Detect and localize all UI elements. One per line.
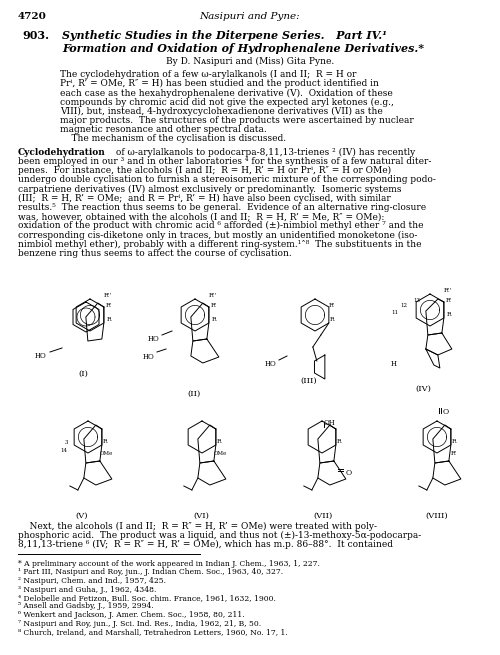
Text: results.⁵  The reaction thus seems to be general.  Evidence of an alternative ri: results.⁵ The reaction thus seems to be …: [18, 203, 426, 212]
Text: R'': R'': [444, 288, 452, 293]
Text: HO: HO: [265, 360, 277, 368]
Text: The cyclodehydration of a few ω-arylalkanols (I and II;  R = H or: The cyclodehydration of a few ω-arylalka…: [60, 70, 356, 79]
Text: OH: OH: [324, 419, 336, 427]
Text: (III;  R = H, R’ = OMe;  and R = Prⁱ, R’ = H) have also been cyclised, with simi: (III; R = H, R’ = OMe; and R = Prⁱ, R’ =…: [18, 194, 391, 203]
Text: O: O: [346, 469, 352, 477]
Text: R'': R'': [209, 293, 217, 298]
Text: ³ Nasipuri and Guha, J., 1962, 4348.: ³ Nasipuri and Guha, J., 1962, 4348.: [18, 586, 156, 593]
Text: 13: 13: [413, 298, 420, 303]
Text: ² Nasipuri, Chem. and Ind., 1957, 425.: ² Nasipuri, Chem. and Ind., 1957, 425.: [18, 577, 166, 585]
Text: R': R': [106, 303, 112, 308]
Text: nimbiol methyl ether), probably with a different ring-system.¹˄⁸  The substituen: nimbiol methyl ether), probably with a d…: [18, 240, 421, 249]
Text: R: R: [330, 317, 334, 322]
Text: 3: 3: [65, 440, 68, 445]
Text: (VI): (VI): [193, 512, 209, 520]
Text: R: R: [337, 439, 342, 444]
Text: ⁶ Wenkert and Jackson, J. Amer. Chem. Soc., 1958, 80, 211.: ⁶ Wenkert and Jackson, J. Amer. Chem. So…: [18, 611, 244, 619]
Text: O: O: [443, 408, 449, 416]
Text: H: H: [391, 360, 397, 368]
Text: ⁸ Church, Ireland, and Marshall, Tetrahedron Letters, 1960, No. 17, 1.: ⁸ Church, Ireland, and Marshall, Tetrahe…: [18, 628, 288, 636]
Text: 4720: 4720: [18, 12, 47, 21]
Text: Next, the alcohols (I and II;  R = R″ = H, R’ = OMe) were treated with poly-: Next, the alcohols (I and II; R = R″ = H…: [18, 522, 377, 531]
Text: * A preliminary account of the work appeared in Indian J. Chem., 1963, 1, 227.: * A preliminary account of the work appe…: [18, 560, 320, 568]
Text: OMe: OMe: [214, 451, 228, 456]
Text: R': R': [211, 303, 218, 308]
Text: of ω-arylalkanols to podocarpa-8,11,13-trienes ² (IV) has recently: of ω-arylalkanols to podocarpa-8,11,13-t…: [113, 147, 415, 157]
Text: Nasipuri and Pyne:: Nasipuri and Pyne:: [200, 12, 300, 21]
Text: R: R: [103, 439, 108, 444]
Text: OMe: OMe: [100, 451, 114, 456]
Text: R': R': [446, 298, 452, 303]
Text: ⁷ Nasipuri and Roy, jun., J. Sci. Ind. Res., India, 1962, 21, B, 50.: ⁷ Nasipuri and Roy, jun., J. Sci. Ind. R…: [18, 620, 261, 627]
Text: been employed in our ³ and in other laboratories ⁴ for the synthesis of a few na: been employed in our ³ and in other labo…: [18, 157, 432, 166]
Text: benzene ring thus seems to affect the course of cyclisation.: benzene ring thus seems to affect the co…: [18, 249, 292, 258]
Text: HO: HO: [148, 335, 160, 343]
Text: Formation and Oxidation of Hydrophenalene Derivatives.*: Formation and Oxidation of Hydrophenalen…: [62, 43, 424, 54]
Text: was, however, obtained with the alcohols (I and II;  R = H, R’ = Me, R″ = OMe):: was, however, obtained with the alcohols…: [18, 212, 384, 221]
Text: carpatriene derivatives (IV) almost exclusively or predominantly.  Isomeric syst: carpatriene derivatives (IV) almost excl…: [18, 185, 402, 193]
Text: (II): (II): [187, 390, 200, 398]
Text: R: R: [447, 312, 452, 317]
Text: 12: 12: [400, 303, 407, 308]
Text: The mechanism of the cyclisation is discussed.: The mechanism of the cyclisation is disc…: [60, 134, 286, 143]
Text: (I): (I): [78, 370, 88, 378]
Text: R': R': [329, 303, 336, 308]
Text: HO: HO: [35, 352, 47, 360]
Text: R'': R'': [104, 293, 112, 298]
Text: phosphoric acid.  The product was a liquid, and thus not (±)-13-methoxy-5α-podoc: phosphoric acid. The product was a liqui…: [18, 531, 421, 540]
Text: VIII), but, instead, 4-hydroxycyclohexadienone derivatives (VII) as the: VIII), but, instead, 4-hydroxycyclohexad…: [60, 107, 383, 116]
Text: 903.: 903.: [22, 30, 49, 41]
Text: major products.  The structures of the products were ascertained by nuclear: major products. The structures of the pr…: [60, 116, 414, 125]
Text: R: R: [452, 439, 456, 444]
Text: oxidation of the product with chromic acid ⁶ afforded (±)-nimbiol methyl ether ⁷: oxidation of the product with chromic ac…: [18, 221, 424, 231]
Text: each case as the hexahydrophenalene derivative (V).  Oxidation of these: each case as the hexahydrophenalene deri…: [60, 88, 393, 98]
Text: By D. Nᴀsipuri and (Miss) Gita Pyne.: By D. Nᴀsipuri and (Miss) Gita Pyne.: [166, 57, 334, 66]
Text: ⁵ Ansell and Gadsby, J., 1959, 2994.: ⁵ Ansell and Gadsby, J., 1959, 2994.: [18, 603, 154, 610]
Text: ⁴ Delobelle and Fetizon, Bull. Soc. chim. France, 1961, 1632, 1900.: ⁴ Delobelle and Fetizon, Bull. Soc. chim…: [18, 594, 276, 602]
Text: (IV): (IV): [415, 385, 431, 393]
Text: (VIII): (VIII): [425, 512, 448, 520]
Text: R: R: [212, 317, 216, 322]
Text: undergo double cyclisation to furnish a stereoisomeric mixture of the correspond: undergo double cyclisation to furnish a …: [18, 175, 436, 184]
Text: corresponding cis-diketone only in traces, but mostly an unidentified monoketone: corresponding cis-diketone only in trace…: [18, 231, 417, 240]
Text: 14: 14: [60, 448, 67, 453]
Text: magnetic resonance and other spectral data.: magnetic resonance and other spectral da…: [60, 125, 267, 134]
Text: R: R: [217, 439, 222, 444]
Text: R: R: [107, 317, 112, 322]
Text: (VII): (VII): [313, 512, 332, 520]
Text: 11: 11: [391, 310, 398, 315]
Text: penes.  For instance, the alcohols (I and II;  R = H, R’ = H or Prⁱ, R″ = H or O: penes. For instance, the alcohols (I and…: [18, 166, 391, 175]
Text: R': R': [451, 451, 458, 456]
Text: 8,11,13-triene ⁶ (IV;  R = R″ = H, R’ = OMe), which has m.p. 86–88°.  It contain: 8,11,13-triene ⁶ (IV; R = R″ = H, R’ = O…: [18, 540, 393, 549]
Text: compounds by chromic acid did not give the expected aryl ketones (e.g.,: compounds by chromic acid did not give t…: [60, 98, 394, 107]
Text: Prⁱ, R’ = OMe, R″ = H) has been studied and the product identified in: Prⁱ, R’ = OMe, R″ = H) has been studied …: [60, 79, 379, 88]
Text: Cyclodehydration: Cyclodehydration: [18, 147, 106, 157]
Text: ¹ Part III, Nasipuri and Roy, jun., J. Indian Chem. Soc., 1963, 40, 327.: ¹ Part III, Nasipuri and Roy, jun., J. I…: [18, 569, 283, 576]
Text: (V): (V): [75, 512, 88, 520]
Text: Synthetic Studies in the Diterpene Series.   Part IV.¹: Synthetic Studies in the Diterpene Serie…: [62, 30, 387, 41]
Text: HO: HO: [143, 353, 155, 361]
Text: (III): (III): [300, 377, 316, 385]
